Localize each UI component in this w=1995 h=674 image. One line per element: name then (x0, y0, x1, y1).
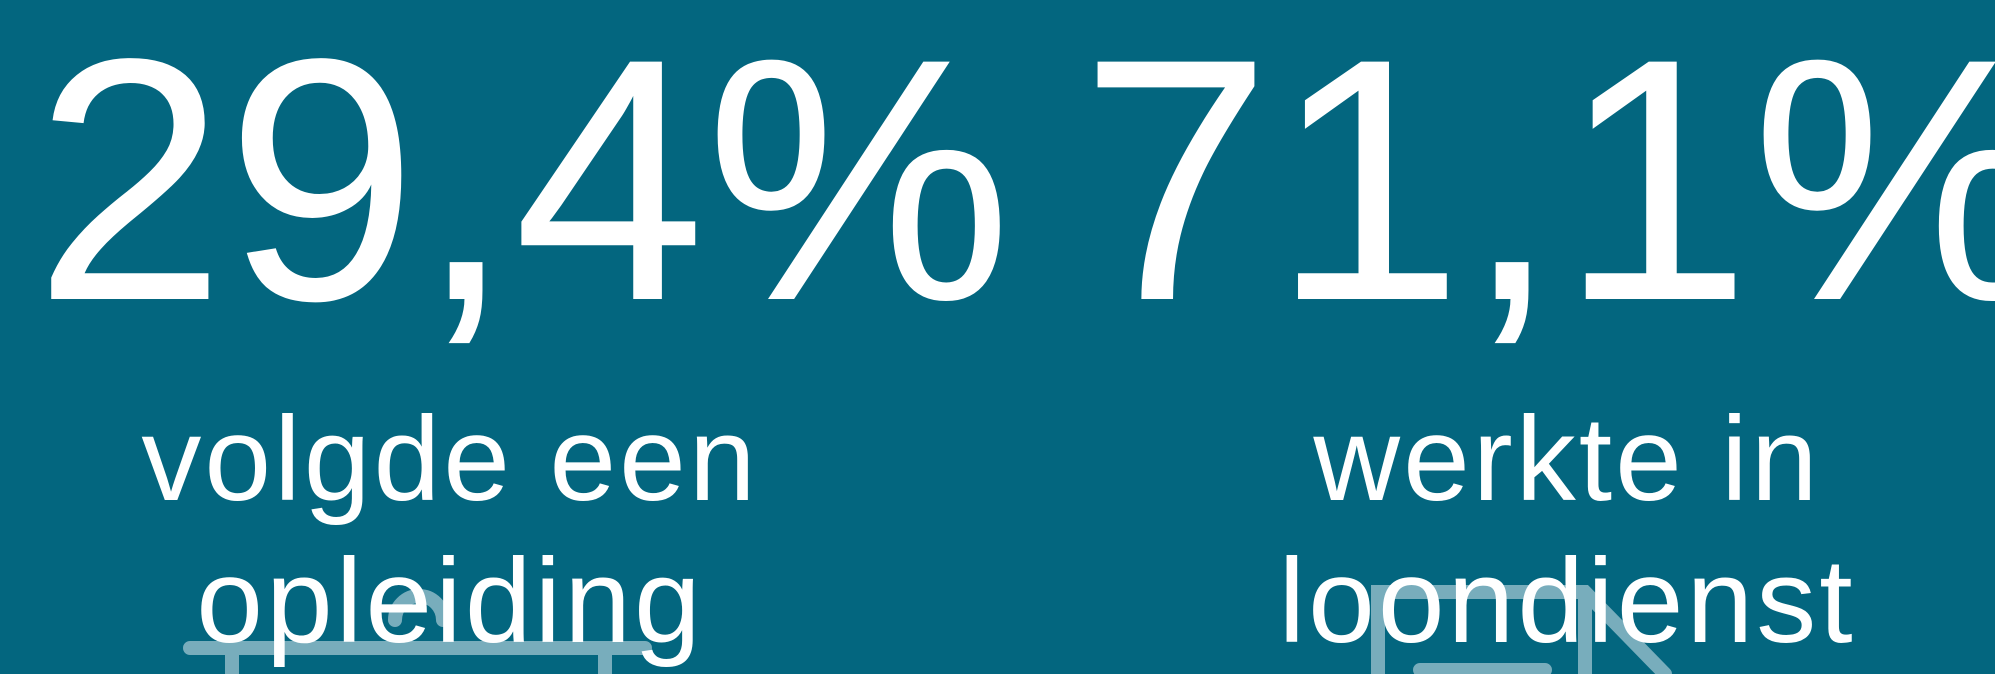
stat-value: 71,1% (1080, 0, 1995, 373)
stat-label: opleiding (196, 534, 703, 668)
education-icon-shape (183, 589, 652, 674)
stat-label: volgde een (141, 392, 758, 526)
work-icon (1371, 585, 1672, 674)
education-icon (183, 589, 652, 674)
stat-label: loondienst (1278, 534, 1855, 668)
work-icon-shape (1371, 585, 1672, 674)
stat-value: 29,4% (34, 0, 1012, 373)
stat-label: werkte in (1312, 392, 1820, 526)
